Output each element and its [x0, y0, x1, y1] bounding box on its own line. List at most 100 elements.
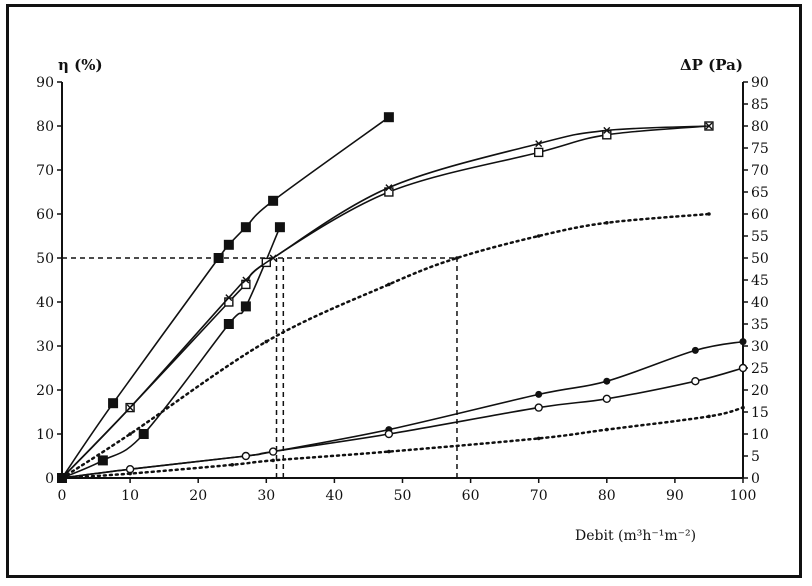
data-point	[691, 346, 699, 354]
y-left-tick-label: 10	[36, 427, 54, 443]
y-right-tick-label: 35	[751, 317, 769, 333]
series-2	[61, 121, 714, 479]
series-7	[60, 405, 745, 480]
data-point	[707, 414, 711, 419]
data-point	[241, 451, 251, 461]
series-1	[61, 222, 285, 479]
series-line	[61, 125, 710, 479]
data-point	[126, 404, 134, 412]
data-point	[268, 195, 279, 206]
data-point	[387, 449, 391, 454]
data-point	[240, 222, 251, 233]
y-right-tick-label: 75	[751, 141, 769, 157]
y-right-tick-label: 40	[751, 295, 769, 311]
y-left-tick-label: 90	[36, 75, 54, 91]
y-right-tick-label: 20	[751, 383, 769, 399]
y-left-tick-label: 60	[36, 207, 54, 223]
y-right-tick-label: 0	[751, 471, 760, 487]
data-point	[605, 427, 609, 432]
data-point	[534, 147, 544, 158]
data-point	[97, 455, 108, 466]
data-point	[707, 212, 711, 216]
y-right-tick-label: 85	[751, 97, 769, 113]
x-tick-label: 100	[730, 488, 757, 504]
data-point	[269, 254, 277, 262]
chart-frame	[6, 4, 802, 578]
data-point	[535, 140, 543, 148]
series-3	[61, 122, 713, 479]
data-point	[274, 222, 285, 233]
x-tick-label: 40	[325, 488, 343, 504]
y-right-tick-label: 60	[751, 207, 769, 223]
data-point	[535, 390, 543, 398]
x-tick-label: 90	[666, 488, 684, 504]
series-line	[61, 367, 744, 479]
x-tick-label: 30	[257, 488, 275, 504]
right-axis-label: ΔP (Pa)	[680, 56, 743, 74]
x-tick-label: 20	[189, 488, 207, 504]
axes	[61, 82, 744, 479]
y-right-tick-label: 30	[751, 339, 769, 355]
series-4	[60, 212, 711, 480]
data-point	[385, 184, 393, 192]
y-left-tick-label: 70	[36, 163, 54, 179]
data-point	[268, 447, 278, 456]
data-point	[738, 363, 748, 373]
data-point	[223, 319, 234, 329]
y-right-tick-label: 15	[751, 405, 769, 421]
reference-lines	[62, 257, 458, 478]
y-left-tick-label: 30	[36, 339, 54, 355]
data-point	[384, 429, 394, 439]
data-point	[128, 471, 132, 476]
data-point	[383, 112, 394, 123]
y-right-tick-label: 45	[751, 273, 769, 289]
x-tick-label: 10	[121, 488, 139, 504]
y-left-tick-label: 20	[36, 383, 54, 399]
data-point	[128, 432, 132, 436]
x-tick-label: 60	[462, 488, 480, 504]
data-point	[225, 294, 233, 302]
x-tick-label: 0	[58, 488, 67, 504]
x-tick-label: 80	[598, 488, 616, 504]
data-point	[603, 377, 611, 385]
data-point	[387, 282, 391, 287]
data-point	[705, 122, 713, 130]
y-right-tick-label: 5	[751, 449, 760, 465]
series-line	[60, 406, 745, 480]
y-right-tick-label: 70	[751, 163, 769, 179]
y-left-tick-label: 0	[45, 471, 54, 487]
left-axis-label: η (%)	[58, 56, 103, 74]
data-point	[603, 126, 611, 134]
data-point	[264, 339, 269, 344]
y-right-tick-label: 80	[751, 119, 769, 135]
series-line	[61, 125, 709, 479]
data-point	[536, 234, 541, 238]
data-point	[602, 130, 612, 140]
data-point	[602, 394, 611, 403]
data-point	[271, 458, 275, 463]
y-right-tick-label: 55	[751, 229, 769, 245]
origin-marker	[57, 473, 67, 483]
data-point	[138, 429, 149, 439]
data-point	[605, 221, 609, 225]
data-point	[230, 463, 235, 467]
x-tick-label: 70	[530, 488, 548, 504]
series	[57, 112, 748, 483]
x-axis-label: Debit (m³h⁻¹m⁻²)	[575, 528, 696, 544]
series-line	[60, 212, 711, 480]
y-right-tick-label: 50	[751, 251, 769, 267]
data-point	[213, 253, 224, 263]
tick-labels: 0 10 20 30 40 50 60 70 80 90 100010203040506070809…	[36, 75, 769, 504]
data-point	[741, 405, 745, 410]
data-point	[240, 301, 251, 312]
y-left-tick-label: 80	[36, 119, 54, 135]
data-point	[108, 398, 119, 409]
x-tick-label: 50	[394, 488, 412, 504]
y-right-tick-label: 90	[751, 75, 769, 91]
data-point	[739, 338, 747, 346]
data-point	[691, 377, 700, 386]
data-point	[223, 239, 234, 250]
data-point	[224, 297, 234, 307]
data-point	[455, 256, 459, 260]
